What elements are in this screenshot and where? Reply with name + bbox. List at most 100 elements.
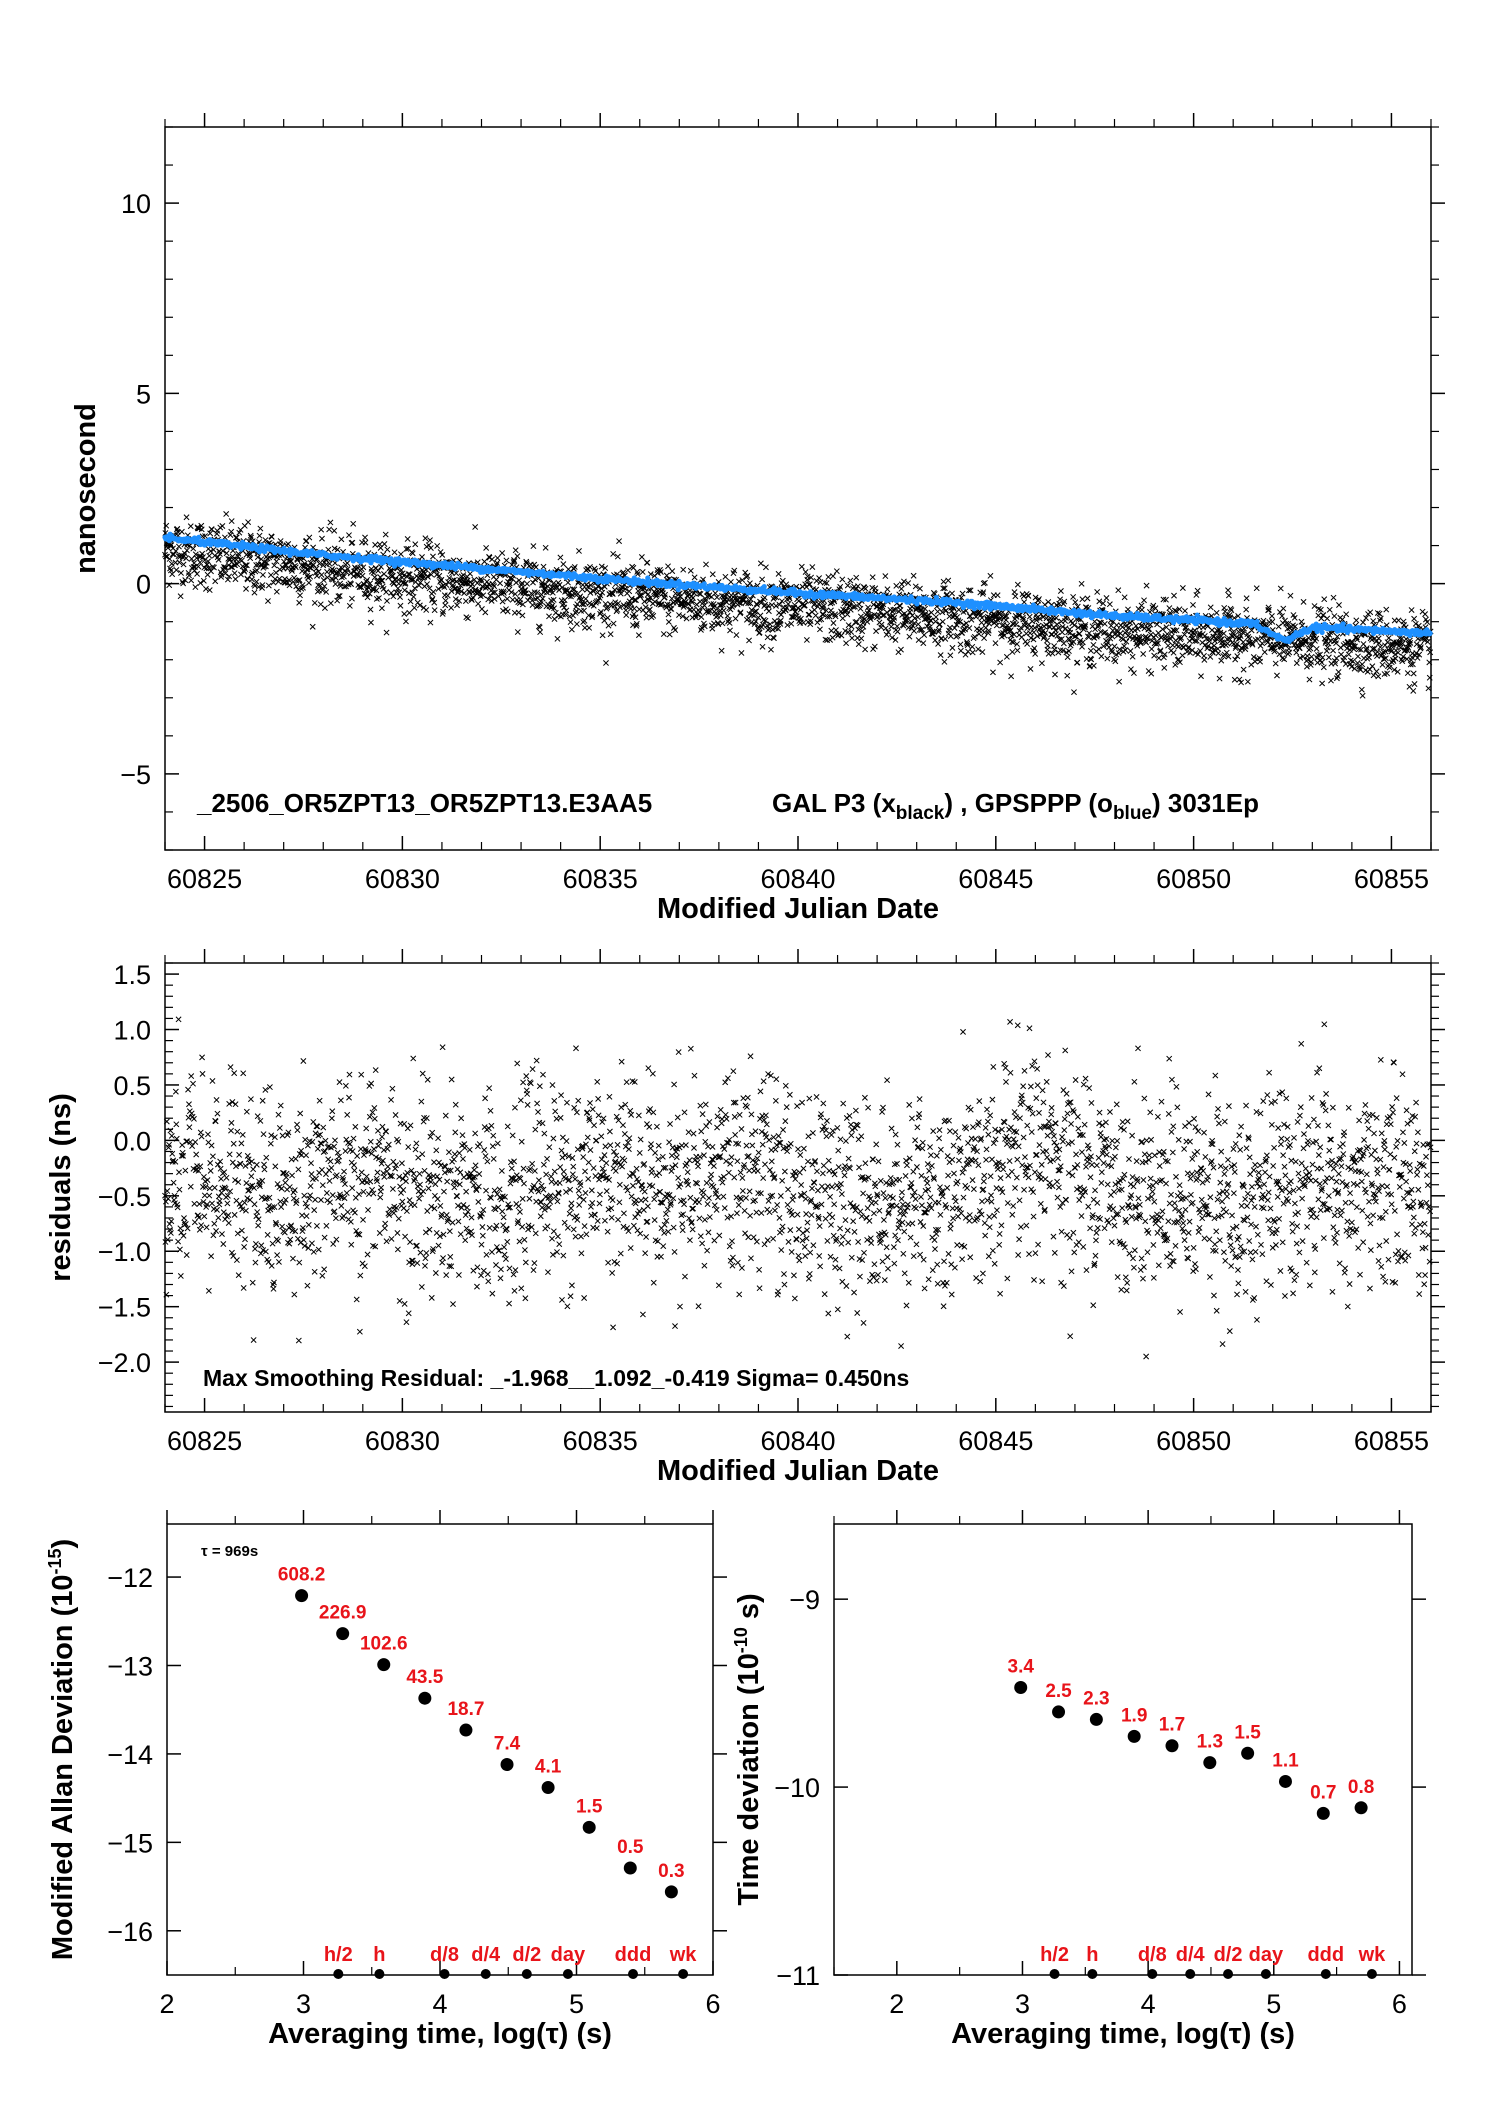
data-point-x xyxy=(529,602,536,609)
data-point-x xyxy=(360,564,367,571)
data-point-x xyxy=(1014,581,1021,588)
data-point-x xyxy=(175,543,182,550)
data-point-x xyxy=(494,560,501,566)
data-point-x xyxy=(1125,606,1131,613)
data-point-x xyxy=(941,658,948,665)
data-point-x xyxy=(1003,653,1010,660)
data-point-x xyxy=(658,601,665,608)
data-point-x xyxy=(389,572,396,579)
data-point-x xyxy=(610,550,617,557)
annotation-part: black xyxy=(896,803,945,824)
data-point-x xyxy=(253,562,260,568)
y-tick-label: −5 xyxy=(120,760,151,790)
data-point-x xyxy=(569,586,576,593)
data-point-x xyxy=(176,559,183,566)
data-point-x xyxy=(219,1231,225,1237)
data-point-x xyxy=(605,622,612,629)
data-point-x xyxy=(180,580,187,587)
data-point-x xyxy=(542,581,549,588)
data-point-x xyxy=(1190,601,1196,608)
data-point-x xyxy=(726,620,733,626)
data-point-x xyxy=(335,593,342,600)
data-point-x xyxy=(719,592,725,599)
data-point-x xyxy=(500,607,506,614)
data-point-x xyxy=(892,637,899,643)
data-point-x xyxy=(181,550,188,557)
data-point-x xyxy=(581,617,588,624)
data-point-x xyxy=(963,620,970,627)
data-point-x xyxy=(208,1142,215,1149)
data-point-x xyxy=(858,635,865,642)
data-point-x xyxy=(947,633,954,640)
data-point-x xyxy=(623,612,630,619)
data-point-x xyxy=(1261,649,1268,656)
data-point-x xyxy=(239,1131,246,1138)
data-point-x xyxy=(177,593,184,600)
data-point-x xyxy=(198,1222,205,1229)
data-point-x xyxy=(530,579,536,586)
data-point-x xyxy=(326,560,333,567)
data-point-x xyxy=(173,1121,180,1128)
data-point-x xyxy=(227,1064,234,1071)
data-point-x xyxy=(384,597,390,604)
data-point-x xyxy=(349,539,356,546)
data-point-x xyxy=(915,637,922,643)
data-point-x xyxy=(346,532,352,539)
data-point-x xyxy=(371,574,378,581)
data-point-x xyxy=(247,532,254,539)
annotation-part: ) 3031Ep xyxy=(1152,788,1259,818)
data-point-x xyxy=(1259,640,1266,647)
data-point-x xyxy=(319,535,325,542)
data-point-x xyxy=(712,590,719,597)
y-tick-label: −1.0 xyxy=(98,1237,151,1267)
data-point-x xyxy=(234,1128,241,1135)
data-point-x xyxy=(604,614,611,621)
data-point-x xyxy=(215,556,222,563)
data-point-x xyxy=(212,1118,219,1125)
data-point-x xyxy=(1367,609,1374,616)
data-point-x xyxy=(663,604,670,611)
data-point-x xyxy=(367,619,374,626)
data-point-x xyxy=(668,606,675,612)
data-point-x xyxy=(1370,618,1377,624)
data-point-x xyxy=(981,635,988,642)
data-point-x xyxy=(551,584,558,591)
data-point-x xyxy=(1071,689,1077,696)
data-point-x xyxy=(423,607,430,613)
data-point-x xyxy=(201,1213,208,1220)
data-point-x xyxy=(359,572,366,579)
data-point-x xyxy=(549,602,556,609)
data-point-x xyxy=(1379,661,1386,668)
data-point-x xyxy=(252,1245,258,1252)
data-point-x xyxy=(504,595,511,602)
data-point-x xyxy=(957,641,964,648)
data-point-x xyxy=(251,582,258,589)
data-point-x xyxy=(761,594,768,601)
data-point-x xyxy=(200,1183,206,1190)
data-point-x xyxy=(238,557,245,564)
data-point-x xyxy=(1244,678,1251,685)
data-point-x xyxy=(319,587,326,594)
data-point-x xyxy=(1311,603,1318,609)
data-point-x xyxy=(301,560,308,567)
data-point-x xyxy=(828,627,835,634)
data-point-o xyxy=(645,575,651,581)
data-point-x xyxy=(709,625,716,632)
data-point-x xyxy=(251,589,258,596)
data-point-x xyxy=(439,610,446,617)
data-point-x xyxy=(512,547,519,554)
data-point-x xyxy=(238,1140,245,1147)
data-point-x xyxy=(216,1198,223,1205)
data-point-x xyxy=(1143,582,1150,589)
data-point-x xyxy=(557,554,564,561)
data-point-x xyxy=(406,609,413,616)
data-point-x xyxy=(747,596,754,603)
data-point-x xyxy=(992,640,999,647)
data-point-x xyxy=(1320,664,1327,671)
annotation-part: ) , GPSPPP (o xyxy=(944,788,1113,818)
data-point-x xyxy=(411,585,418,592)
y-tick-label: 0.0 xyxy=(113,1126,151,1156)
data-point-x xyxy=(168,1218,175,1225)
data-point-x xyxy=(316,560,323,567)
data-point-x xyxy=(245,519,252,526)
